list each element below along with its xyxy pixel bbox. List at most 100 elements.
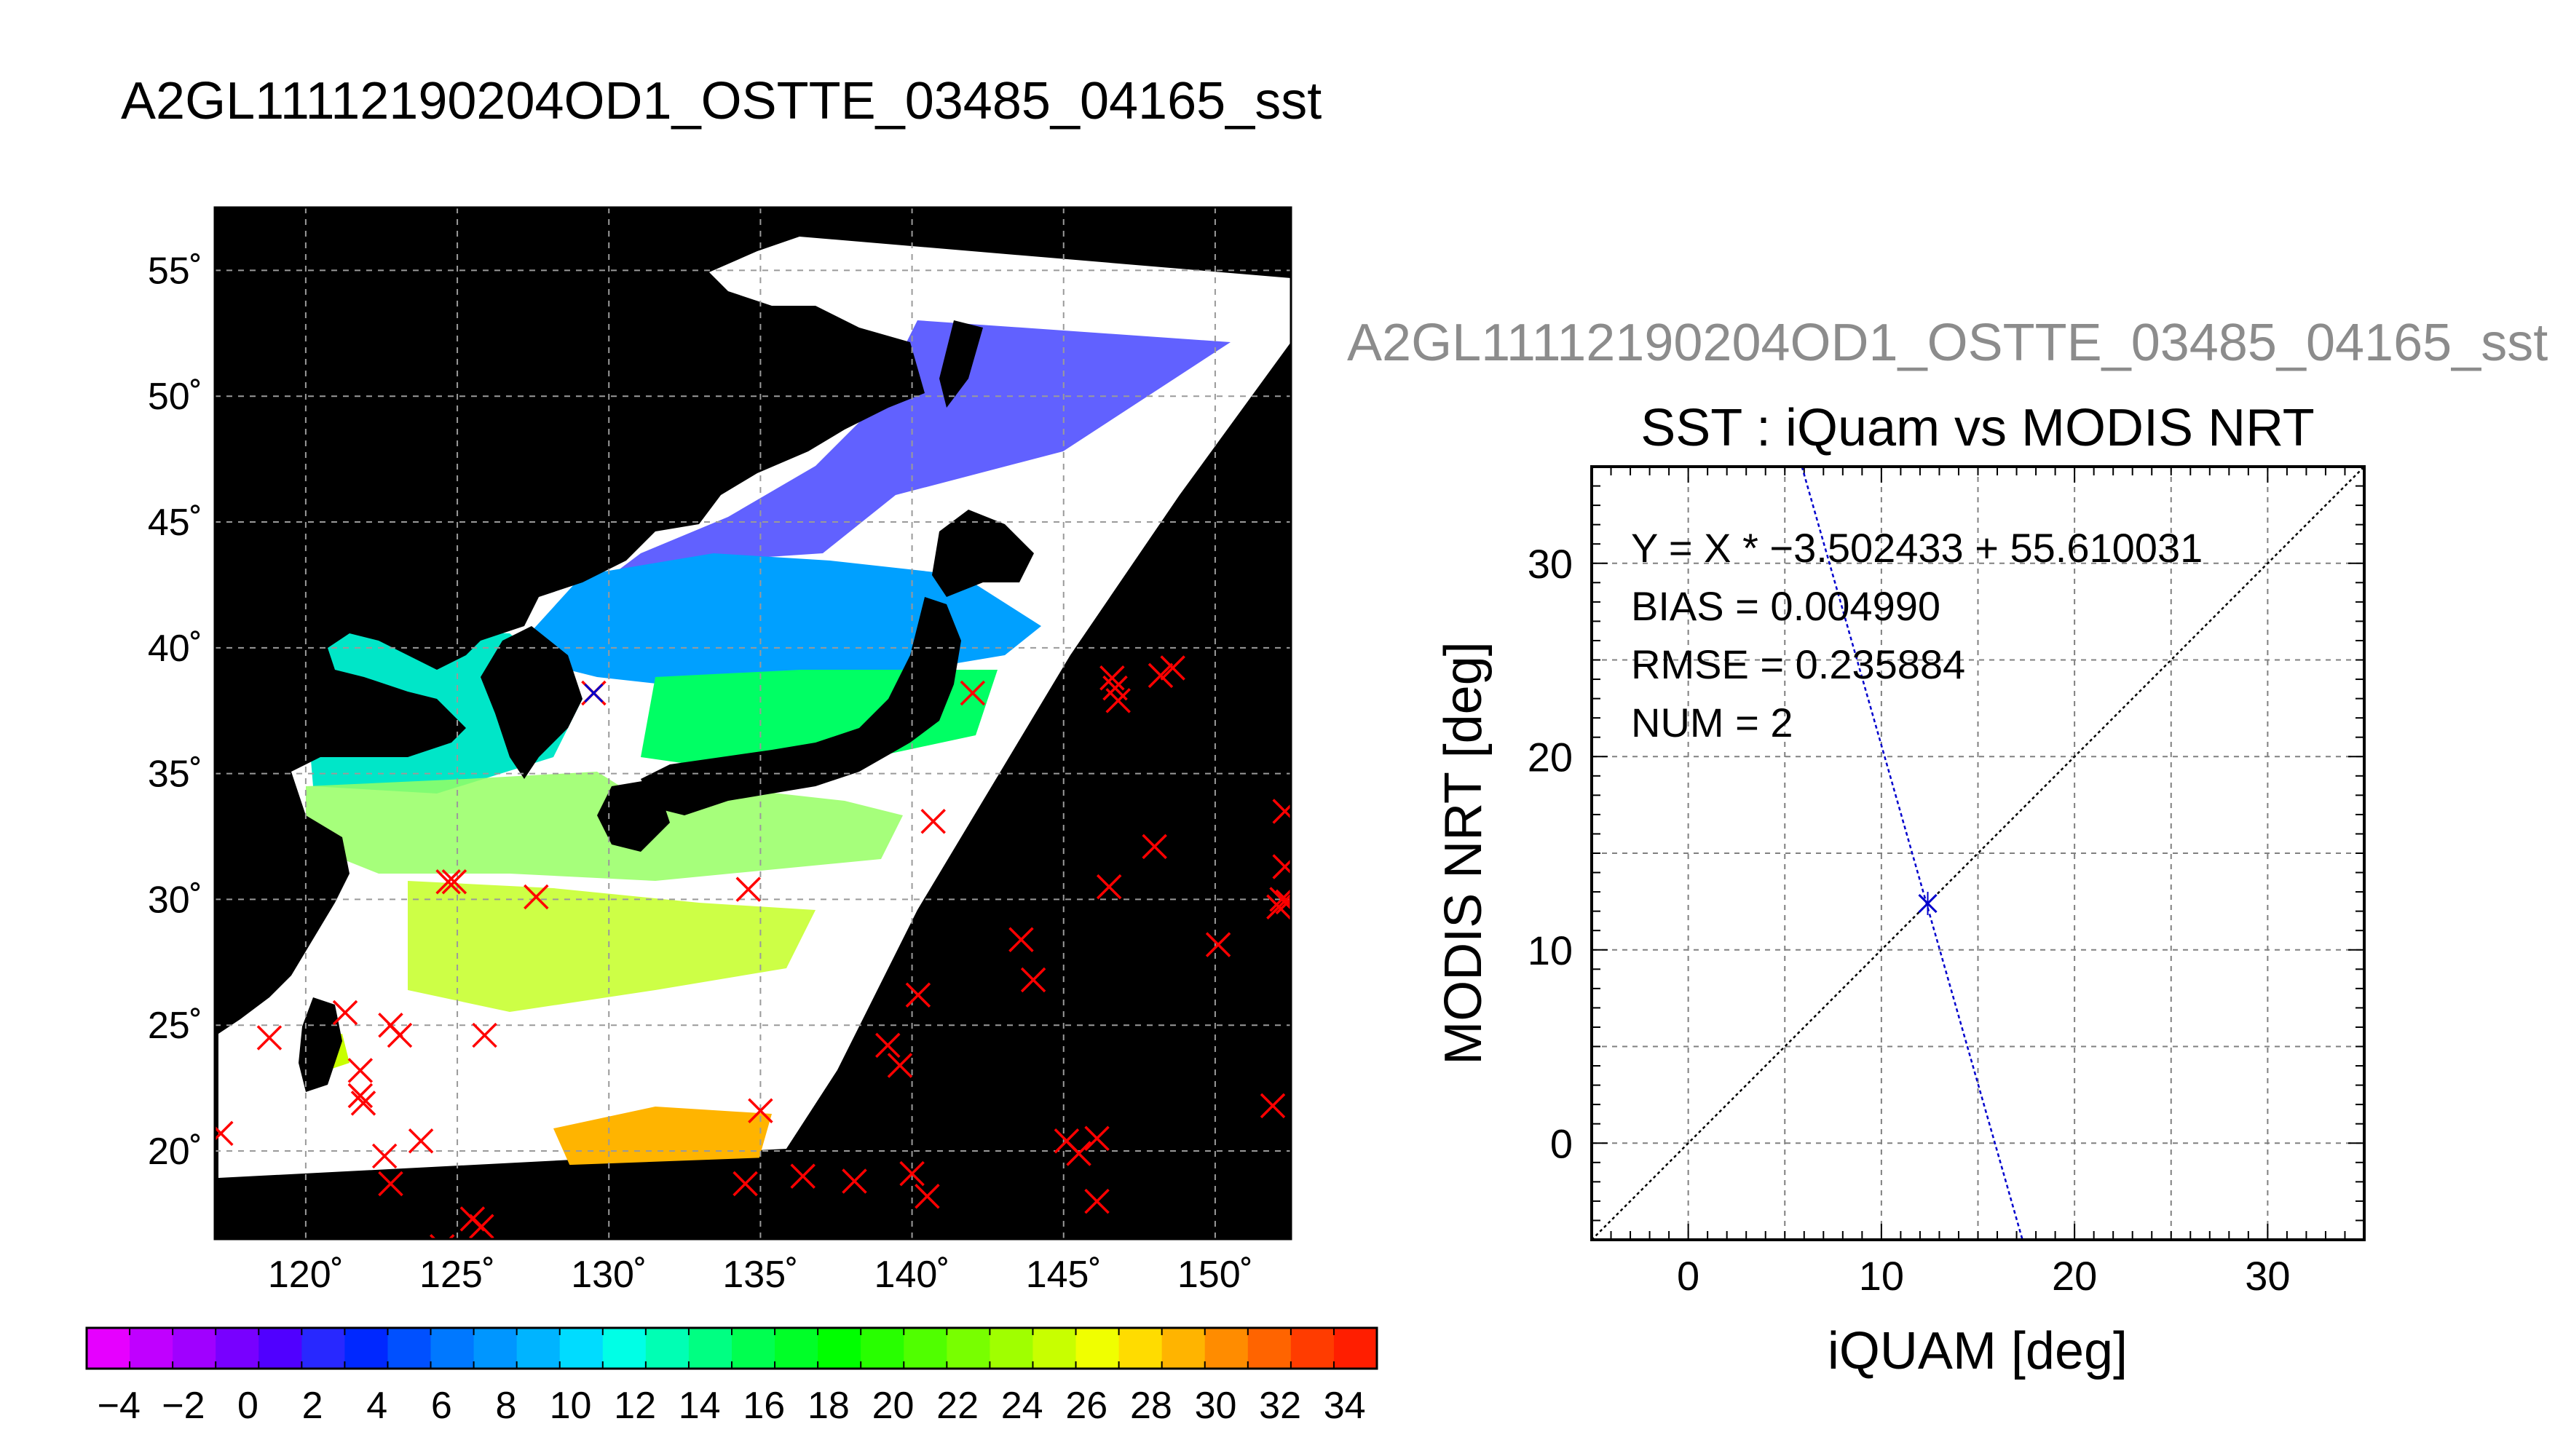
- colorbar-cell: [1290, 1328, 1335, 1369]
- match-marker: [524, 884, 549, 910]
- match-marker: [472, 1022, 497, 1048]
- colorbar-cell: [602, 1328, 647, 1369]
- match-marker: [387, 1022, 413, 1048]
- lon-tick-label: 135˚: [722, 1254, 798, 1296]
- lon-tick-label: 150˚: [1177, 1254, 1253, 1296]
- match-marker: [1260, 1093, 1286, 1119]
- x-axis-label: iQUAM [deg]: [1828, 1322, 2128, 1380]
- colorbar: −4 −2 0 2 4 6 8 10 12 14 16 18 20 22 24 26 28 30 32 34: [85, 1326, 1378, 1427]
- match-marker: [350, 1091, 376, 1116]
- match-marker: [332, 1000, 358, 1026]
- scatter-annotation: Y = X * −3.502433 + 55.610031: [1631, 525, 2203, 571]
- scatter-title: SST : iQuam vs MODIS NRT: [1640, 399, 2315, 457]
- colorbar-cells: [87, 1328, 1378, 1369]
- match-marker: [256, 1025, 283, 1051]
- colorbar-tick-label: 0: [237, 1385, 258, 1427]
- match-marker: [842, 1168, 867, 1194]
- match-marker: [378, 1171, 403, 1197]
- match-marker: [887, 1053, 913, 1078]
- lon-tick-label: 125˚: [419, 1254, 495, 1296]
- colorbar-cell: [430, 1328, 475, 1369]
- scatter-annotation: RMSE = 0.235884: [1631, 641, 1965, 687]
- colorbar-cell: [732, 1328, 775, 1369]
- match-marker: [1105, 688, 1131, 713]
- colorbar-tick-label: 16: [743, 1385, 785, 1427]
- match-marker: [347, 1083, 374, 1109]
- colorbar-cell: [301, 1328, 346, 1369]
- colorbar-tick-label: 12: [614, 1385, 656, 1427]
- colorbar-tick-label: −4: [98, 1385, 141, 1427]
- colorbar-cell: [1075, 1328, 1120, 1369]
- match-marker: [1084, 1125, 1110, 1151]
- match-markers: [215, 655, 1291, 1239]
- colorbar-cell: [688, 1328, 732, 1369]
- x-tick-label: 20: [2052, 1253, 2097, 1299]
- match-marker: [915, 1184, 940, 1209]
- colorbar-tick-label: 32: [1259, 1385, 1301, 1427]
- match-marker: [1099, 665, 1125, 691]
- y-tick-label: 10: [1528, 927, 1573, 973]
- lon-tick-label: 140˚: [874, 1254, 950, 1296]
- lon-tick-label: 130˚: [571, 1254, 647, 1296]
- land-taiwan: [299, 997, 342, 1092]
- match-marker: [408, 1128, 434, 1154]
- colorbar-cell: [1333, 1328, 1378, 1369]
- lon-tick-labels: 120˚ 125˚ 130˚ 135˚ 140˚ 145˚ 150˚: [268, 1254, 1253, 1296]
- colorbar-tick-label: 10: [550, 1385, 592, 1427]
- scatter-annotation: BIAS = 0.004990: [1631, 583, 1940, 629]
- colorbar-tick-label: 24: [1001, 1385, 1043, 1427]
- colorbar-cell: [516, 1328, 561, 1369]
- match-marker: [1148, 662, 1174, 689]
- match-marker: [1096, 874, 1122, 900]
- match-marker: [899, 1160, 925, 1187]
- one-to-one-line: [1592, 467, 2364, 1240]
- match-marker: [960, 680, 986, 706]
- colorbar-cell: [258, 1328, 303, 1369]
- colorbar-tick-label: 14: [679, 1385, 721, 1427]
- match-marker: [1084, 1188, 1110, 1214]
- land-hokkaido: [932, 510, 1034, 597]
- colorbar-tick-label: 26: [1065, 1385, 1107, 1427]
- colorbar-cell: [1204, 1328, 1249, 1369]
- colorbar-cell: [861, 1328, 905, 1369]
- match-marker: [920, 809, 946, 834]
- colorbar-cell: [387, 1328, 432, 1369]
- colorbar-cell: [216, 1328, 260, 1369]
- match-marker: [469, 1214, 494, 1239]
- colorbar-frame: [85, 1326, 1378, 1370]
- colorbar-cell: [130, 1328, 173, 1369]
- colorbar-cell: [1247, 1328, 1292, 1369]
- match-marker: [1020, 967, 1046, 993]
- map-frame: [213, 206, 1292, 1241]
- colorbar-cell: [344, 1328, 389, 1369]
- colorbar-cell: [1118, 1328, 1163, 1369]
- lon-tick-label: 145˚: [1026, 1254, 1102, 1296]
- scatter-file-title: A2GL11112190204OD1_OSTTE_03485_04165_sst: [1347, 314, 2548, 372]
- colorbar-tick-label: 20: [872, 1385, 915, 1427]
- colorbar-tick-label: 6: [431, 1385, 452, 1427]
- land-sakhalin-honshu-hokkaido: [939, 320, 983, 408]
- x-tick-labels: 0 10 20 30: [1677, 1253, 2290, 1299]
- colorbar-cell: [775, 1328, 818, 1369]
- scatter-points: [1918, 892, 1938, 916]
- match-marker: [347, 1058, 374, 1083]
- x-tick-label: 10: [1859, 1253, 1904, 1299]
- colorbar-cell: [1161, 1328, 1206, 1369]
- scatter-point: [1918, 892, 1938, 916]
- match-marker: [435, 869, 461, 895]
- lat-tick-label: 30˚: [148, 879, 202, 921]
- match-marker-highlight: [584, 683, 604, 703]
- lat-tick-label: 35˚: [148, 753, 202, 796]
- scatter-annotations: Y = X * −3.502433 + 55.610031 BIAS = 0.00…: [1631, 525, 2203, 745]
- colorbar-tick-label: −2: [162, 1385, 205, 1427]
- match-marker: [790, 1163, 816, 1189]
- lat-tick-label: 45˚: [148, 502, 202, 544]
- land-kyushu-shikoku: [597, 779, 670, 852]
- lat-tick-label: 40˚: [148, 628, 202, 670]
- land-asia: [218, 255, 925, 1034]
- map-grid: [215, 207, 1291, 1239]
- match-marker: [1272, 799, 1291, 824]
- lat-tick-label: 25˚: [148, 1005, 202, 1047]
- match-marker: [1275, 889, 1291, 915]
